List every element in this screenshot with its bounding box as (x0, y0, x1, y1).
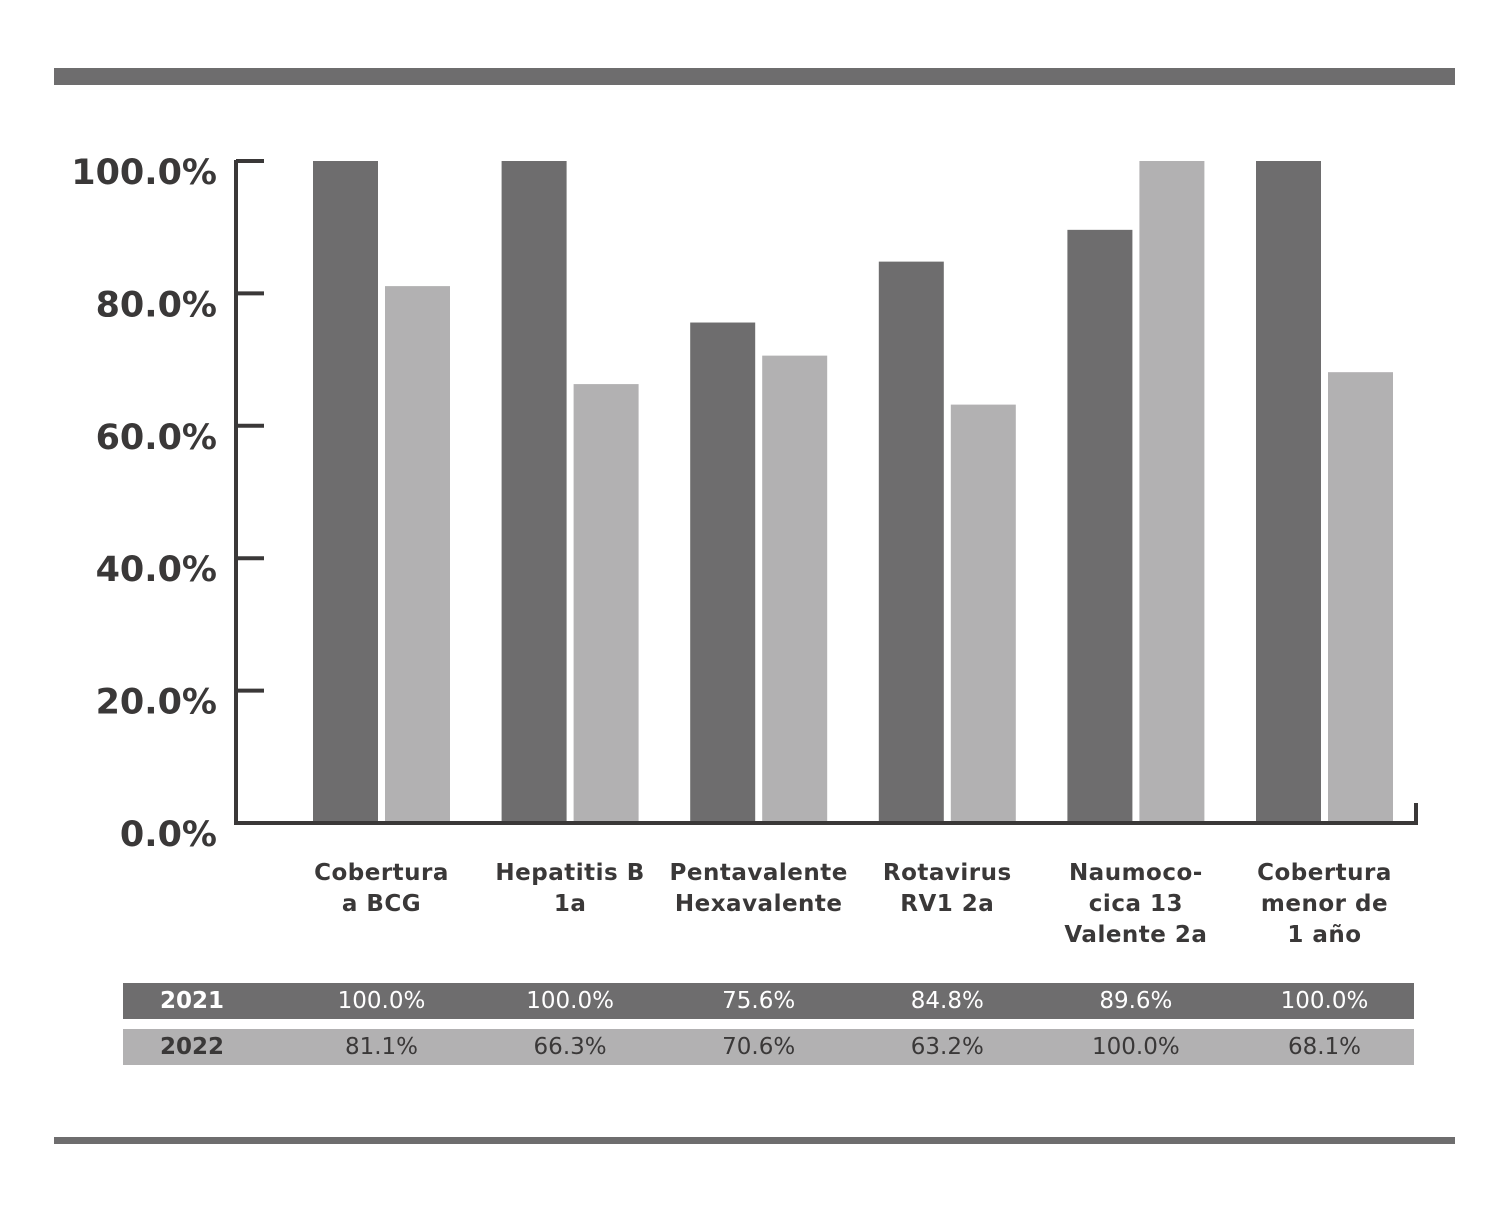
bar-2021-4 (1067, 229, 1133, 823)
y-tick-label: 80.0% (96, 285, 217, 325)
bar-2022-4 (1139, 161, 1205, 823)
x-category-label: Hexavalente (675, 891, 843, 917)
x-category-label: menor de (1261, 891, 1388, 917)
x-category-label: Naumoco- (1069, 860, 1203, 886)
bar-2021-5 (1256, 161, 1321, 823)
y-tick-label: 0.0% (120, 815, 217, 855)
x-category-label: RV1 2a (900, 891, 994, 917)
table-cell: 63.2% (910, 1034, 984, 1060)
bar-2021-1 (501, 161, 567, 823)
x-category-label: Pentavalente (670, 860, 848, 886)
y-tick-label: 20.0% (96, 683, 217, 723)
bar-2022-1 (573, 384, 639, 823)
bar-2022-3 (950, 404, 1016, 823)
table-cell: 100.0% (337, 988, 426, 1014)
bar-2021-3 (878, 261, 944, 823)
x-category-label: Rotavirus (883, 860, 1012, 886)
bar-chart: 0.0% 20.0% 40.0% 60.0% 80.0% 100.0% Cobertura a… (71, 153, 1418, 948)
table-row-label: 2021 (159, 988, 224, 1014)
x-category-label: Cobertura (314, 860, 449, 886)
table-cell: 100.0% (1280, 988, 1369, 1014)
bar-2022-0 (385, 286, 450, 823)
table-cell: 100.0% (526, 988, 614, 1014)
table-cell: 68.1% (1287, 1034, 1362, 1060)
table-cell: 84.8% (910, 988, 984, 1014)
table-row-2022: 2022 81.1% 66.3% 70.6% 63.2% 100.0% 68.1… (123, 1029, 1414, 1065)
table-cell: 66.3% (533, 1034, 607, 1060)
y-tick-label: 100.0% (71, 153, 217, 193)
x-category-label: Hepatitis B (495, 860, 644, 886)
x-category-label: a BCG (342, 891, 421, 917)
x-category-label: cica 13 (1089, 891, 1183, 917)
table-cell: 75.6% (722, 988, 796, 1014)
x-category-label: Valente 2a (1064, 922, 1207, 948)
table-cell: 81.1% (344, 1034, 419, 1060)
table-cell: 70.6% (722, 1034, 796, 1060)
table-row-label: 2022 (159, 1034, 224, 1060)
y-tick-label: 40.0% (96, 550, 217, 590)
bar-2022-2 (762, 355, 828, 823)
x-category-label: 1a (554, 891, 587, 917)
bar-2022-5 (1328, 372, 1393, 823)
x-category-label: 1 año (1287, 922, 1361, 948)
table-cell: 100.0% (1092, 1034, 1180, 1060)
x-category-label: Cobertura (1257, 860, 1392, 886)
bar-2021-0 (313, 161, 378, 823)
bottom-rule (54, 1137, 1455, 1144)
bar-2021-2 (690, 322, 756, 823)
table-cell: 89.6% (1099, 988, 1173, 1014)
top-rule (54, 68, 1455, 85)
table-row-2021: 2021 100.0% 100.0% 75.6% 84.8% 89.6% 100… (123, 983, 1414, 1019)
y-tick-label: 60.0% (96, 418, 217, 458)
